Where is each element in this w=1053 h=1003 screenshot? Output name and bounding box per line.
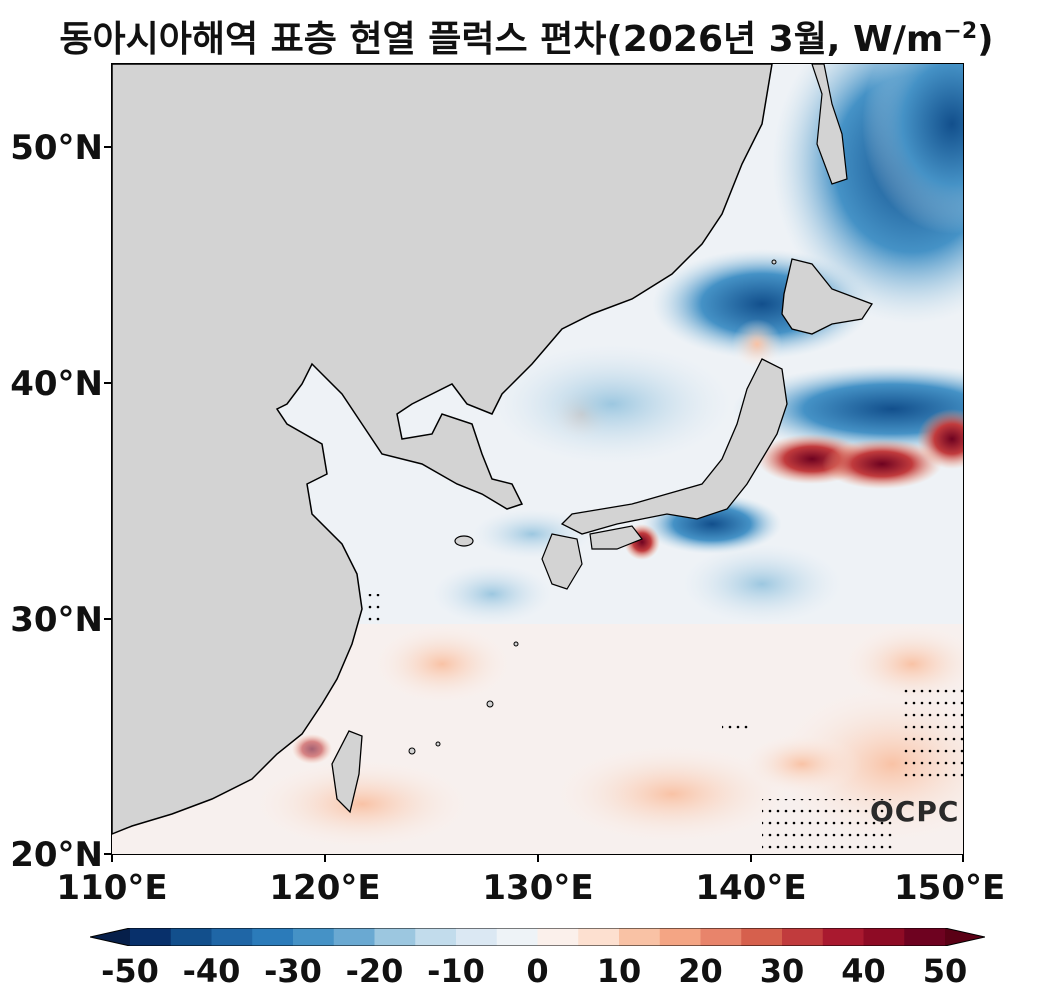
colorbar-segment — [374, 928, 416, 946]
land-mainland — [112, 64, 773, 835]
colorbar-tick-label: 10 — [596, 952, 642, 990]
colorbar-segment — [130, 928, 172, 946]
lat-label-50: 50°N — [10, 128, 103, 168]
lon-tick — [750, 855, 752, 862]
island — [771, 259, 777, 265]
lat-label-20: 20°N — [10, 835, 103, 875]
colorbar-tick-label: -20 — [345, 952, 404, 990]
island — [513, 641, 519, 647]
colorbar-tick-label: -50 — [101, 952, 159, 990]
anomaly-field — [112, 64, 963, 854]
lon-label-110: 110°E — [56, 868, 168, 908]
lat-tick — [104, 382, 111, 384]
cold-patch — [862, 64, 963, 234]
lon-tick — [111, 855, 113, 862]
title-close: ) — [977, 19, 994, 60]
land-sakhalin — [811, 64, 848, 185]
significance-dots — [367, 594, 383, 629]
land-taiwan — [331, 730, 363, 814]
lon-tick — [962, 855, 964, 862]
lon-label-120: 120°E — [269, 868, 381, 908]
colorbar-tick-label: -10 — [427, 952, 485, 990]
colorbar-segment — [293, 928, 335, 946]
colorbar-segment — [782, 928, 824, 946]
colorbar-tick-label: 50 — [922, 952, 968, 990]
lon-label-130: 130°E — [482, 868, 594, 908]
island — [408, 747, 416, 755]
cold-patch — [432, 564, 552, 624]
colorbar-tick-label: 0 — [526, 952, 549, 990]
colorbar-segment — [415, 928, 457, 946]
warm-core — [292, 734, 332, 764]
colorbar-segment — [333, 928, 375, 946]
lon-label-150: 150°E — [894, 868, 1006, 908]
lon-tick — [537, 855, 539, 862]
lat-tick — [104, 146, 111, 148]
warm-core — [732, 319, 782, 369]
colorbar-segment — [741, 928, 783, 946]
colorbar-segment — [170, 928, 212, 946]
colorbar-segment — [456, 928, 498, 946]
island — [435, 741, 441, 747]
warm-core — [917, 409, 963, 469]
warm-patch — [252, 759, 472, 849]
significance-dots — [722, 719, 752, 729]
map-title: 동아시아해역 표층 현열 플럭스 편차(2026년 3월, W/m−2) — [0, 10, 1053, 62]
warm-patch — [552, 744, 792, 844]
lat-tick — [104, 618, 111, 620]
colorbar — [90, 928, 985, 946]
land-honshu — [560, 358, 788, 535]
lat-tick — [104, 853, 111, 855]
lat-label-40: 40°N — [10, 364, 103, 404]
land-hokkaido — [781, 258, 873, 335]
colorbar-segment — [537, 928, 579, 946]
colorbar-segment — [252, 928, 294, 946]
island — [486, 700, 494, 708]
significance-dots — [912, 849, 962, 854]
colorbar-segment — [904, 928, 946, 946]
land-kyushu — [541, 533, 583, 590]
warm-patch — [742, 734, 862, 794]
colorbar-segment — [659, 928, 701, 946]
colorbar-tick-label: 20 — [678, 952, 723, 990]
colorbar-segment — [211, 928, 253, 946]
lon-tick — [324, 855, 326, 862]
warm-patch — [372, 624, 512, 704]
lon-label-140: 140°E — [695, 868, 807, 908]
title-superscript: −2 — [943, 19, 978, 44]
colorbar-over-arrow — [945, 928, 985, 946]
land-jeju — [454, 535, 474, 547]
colorbar-tick-label: 30 — [759, 952, 805, 990]
colorbar-tick-label: -30 — [264, 952, 322, 990]
title-text: 동아시아해역 표층 현열 플럭스 편차(2026년 3월, W/m — [59, 19, 944, 60]
ocpc-logo: OCPC — [870, 795, 960, 828]
cold-patch — [682, 544, 842, 624]
colorbar-segment — [822, 928, 864, 946]
warm-core — [822, 439, 942, 489]
warm-patch — [842, 624, 963, 704]
colorbar-segment — [619, 928, 661, 946]
significance-dots — [902, 689, 963, 779]
colorbar-tick-label: 40 — [841, 952, 886, 990]
cold-patch — [732, 364, 963, 454]
colorbar-segment — [578, 928, 620, 946]
colorbar-segment — [863, 928, 905, 946]
colorbar-segment — [700, 928, 742, 946]
colorbar-segment — [496, 928, 538, 946]
lat-label-30: 30°N — [10, 600, 103, 640]
land-shikoku — [589, 525, 643, 550]
colorbar-tick-label: -40 — [182, 952, 241, 990]
colorbar-under-arrow — [90, 928, 130, 946]
cold-patch — [492, 344, 732, 464]
map-panel — [111, 63, 964, 855]
significance-dots — [762, 799, 892, 854]
